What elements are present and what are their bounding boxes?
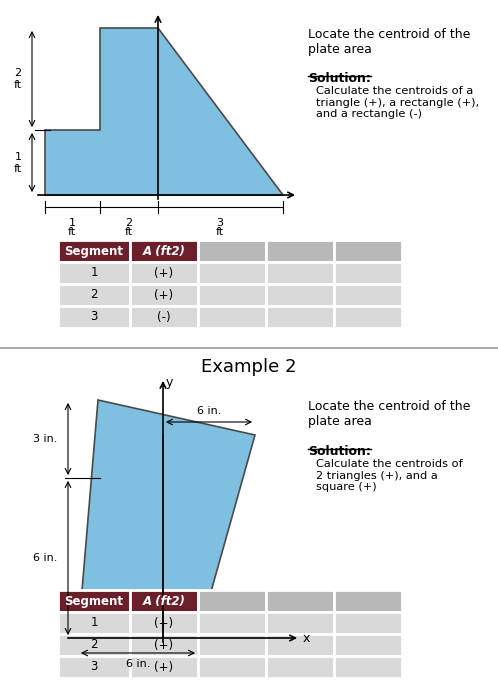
Bar: [58, 284, 130, 306]
Text: 6 in.: 6 in.: [197, 406, 221, 416]
Bar: [266, 240, 334, 262]
Bar: [58, 306, 130, 328]
Text: A (ft2): A (ft2): [142, 594, 185, 608]
Bar: [58, 240, 130, 262]
Bar: [58, 656, 130, 678]
Polygon shape: [78, 400, 255, 638]
Text: Solution:: Solution:: [308, 445, 371, 458]
Text: ft: ft: [68, 227, 76, 237]
Bar: [58, 590, 130, 612]
Bar: [198, 284, 266, 306]
Bar: [266, 590, 334, 612]
Text: 3: 3: [217, 218, 224, 228]
Bar: [130, 262, 198, 284]
Bar: [198, 656, 266, 678]
Bar: [130, 612, 198, 634]
Bar: [266, 612, 334, 634]
Text: 1
ft: 1 ft: [14, 152, 22, 174]
Bar: [130, 656, 198, 678]
Bar: [58, 262, 130, 284]
Bar: [198, 590, 266, 612]
Bar: [334, 590, 402, 612]
Text: x: x: [303, 631, 310, 645]
Bar: [198, 262, 266, 284]
Text: (+): (+): [154, 288, 174, 302]
Text: 3: 3: [90, 661, 98, 673]
Text: Segment: Segment: [65, 594, 124, 608]
Bar: [334, 612, 402, 634]
Bar: [130, 634, 198, 656]
Text: 2: 2: [125, 218, 132, 228]
Text: 3 in.: 3 in.: [33, 434, 57, 444]
Text: (+): (+): [154, 661, 174, 673]
Text: Locate the centroid of the
plate area: Locate the centroid of the plate area: [308, 400, 471, 428]
Bar: [130, 306, 198, 328]
Text: (-): (-): [157, 311, 171, 323]
Bar: [198, 634, 266, 656]
Bar: [334, 306, 402, 328]
Text: 2
ft: 2 ft: [14, 68, 22, 90]
Text: Example 2: Example 2: [201, 358, 297, 376]
Bar: [334, 656, 402, 678]
Bar: [58, 634, 130, 656]
Text: 2: 2: [90, 288, 98, 302]
Bar: [334, 284, 402, 306]
Bar: [266, 634, 334, 656]
Bar: [266, 284, 334, 306]
Bar: [334, 262, 402, 284]
Text: (+): (+): [154, 617, 174, 629]
Text: 1: 1: [69, 218, 76, 228]
Bar: [266, 656, 334, 678]
Text: Solution:: Solution:: [308, 72, 371, 85]
Bar: [198, 240, 266, 262]
Bar: [130, 590, 198, 612]
Bar: [58, 612, 130, 634]
Bar: [130, 240, 198, 262]
Bar: [198, 306, 266, 328]
Text: A (ft2): A (ft2): [142, 244, 185, 258]
Text: Calculate the centroids of
2 triangles (+), and a
square (+): Calculate the centroids of 2 triangles (…: [316, 459, 463, 492]
Text: 6 in.: 6 in.: [126, 659, 150, 669]
Text: Calculate the centroids of a
triangle (+), a rectangle (+),
and a rectangle (-): Calculate the centroids of a triangle (+…: [316, 86, 479, 119]
Text: 1: 1: [90, 267, 98, 279]
Text: 6 in.: 6 in.: [33, 553, 57, 563]
Bar: [130, 284, 198, 306]
Text: 1: 1: [90, 617, 98, 629]
Bar: [266, 262, 334, 284]
Text: y: y: [166, 376, 173, 389]
Polygon shape: [45, 28, 283, 195]
Text: Locate the centroid of the
plate area: Locate the centroid of the plate area: [308, 28, 471, 56]
Text: ft: ft: [125, 227, 133, 237]
Text: 2: 2: [90, 638, 98, 652]
Bar: [334, 634, 402, 656]
Text: Segment: Segment: [65, 244, 124, 258]
Text: (+): (+): [154, 267, 174, 279]
Bar: [198, 612, 266, 634]
Text: (+): (+): [154, 638, 174, 652]
Text: 3: 3: [90, 311, 98, 323]
Bar: [266, 306, 334, 328]
Bar: [334, 240, 402, 262]
Text: ft: ft: [216, 227, 224, 237]
